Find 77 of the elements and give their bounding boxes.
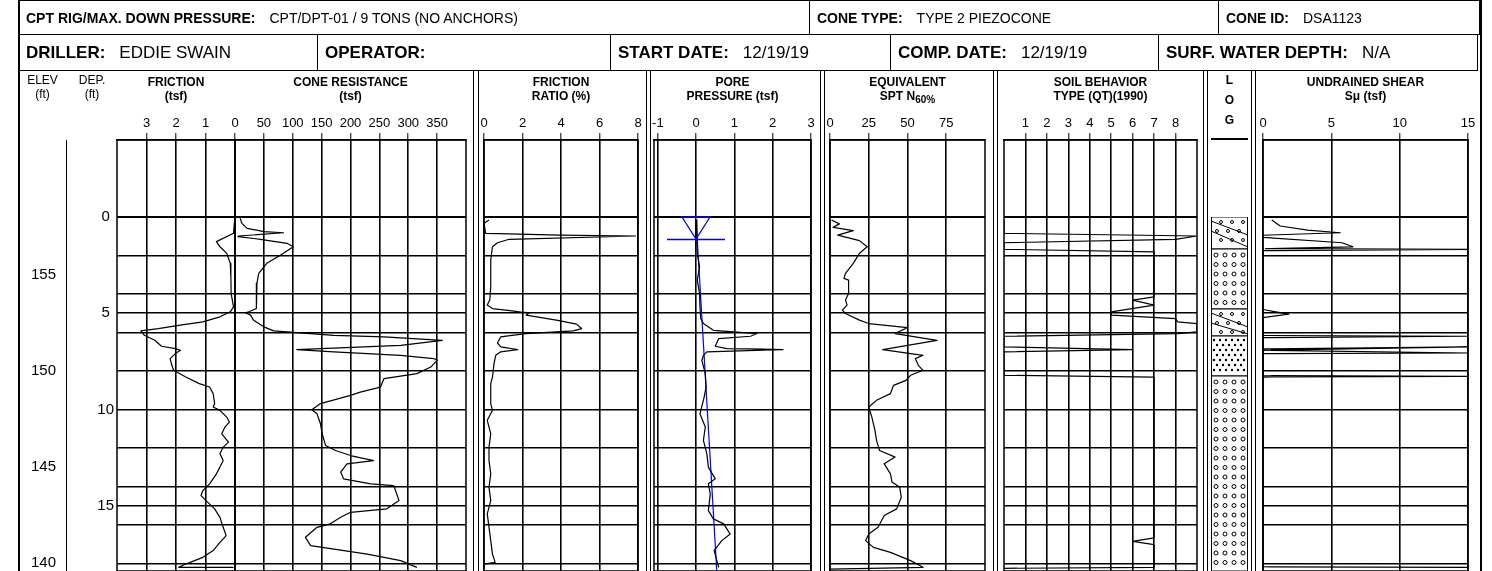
x-tick-label: 15: [1460, 114, 1476, 130]
text: DSA1123: [1303, 9, 1362, 26]
y-tick-label: 15: [97, 495, 114, 513]
x-tick-label: 5: [1107, 114, 1115, 130]
chart-subtitle: (tsf): [163, 89, 189, 103]
x-tick-label: -1: [652, 114, 664, 130]
y2-axis-title: ELEV (ft): [26, 73, 59, 101]
chart-title: EQUIVALENT: [868, 75, 947, 89]
text: TYPE 2 PIEZOCONE: [916, 9, 1052, 26]
chart-subtitle: TYPE (QT)(1990): [1052, 89, 1149, 103]
x-tick-label: 2: [1043, 114, 1051, 130]
x-tick-label: 1: [730, 114, 739, 130]
x-tick-label: 1: [1021, 114, 1030, 130]
x-tick-label: 200: [339, 114, 362, 130]
x-tick-label: 1: [201, 114, 210, 130]
x-tick-label: 25: [861, 114, 876, 130]
x-tick-label: 2: [769, 114, 777, 130]
text: SURF. WATER DEPTH:: [1166, 42, 1348, 63]
x-tick-label: 6: [595, 114, 604, 130]
x-tick-label: 3: [807, 114, 815, 130]
x-tick-label: 10: [1392, 114, 1407, 130]
x-tick-label: 300: [397, 114, 420, 130]
chart-subtitle: Sμ (tsf): [1343, 89, 1388, 103]
y-tick-label: 0: [101, 207, 110, 225]
x-tick-label: 5: [1327, 114, 1335, 130]
x-tick-label: 75: [939, 114, 954, 130]
x-tick-label: 0: [692, 114, 700, 130]
x-tick-label: 2: [518, 114, 527, 130]
text: 12/19/19: [1020, 42, 1088, 63]
chart-title: PORE: [714, 75, 751, 89]
text: 12/19/19: [742, 42, 809, 63]
x-tick-label: 8: [1171, 114, 1180, 130]
x-tick-label: 100: [281, 114, 304, 130]
x-tick-label: 150: [310, 114, 333, 130]
x-tick-label: 3: [142, 114, 151, 130]
x-tick-label: 4: [557, 114, 565, 130]
y2-tick-label: 145: [30, 457, 56, 475]
chart-subtitle: (tsf): [338, 89, 363, 103]
x-tick-label: 7: [1150, 114, 1158, 130]
x-tick-label: 50: [900, 114, 915, 130]
x-tick-label: 0: [231, 114, 239, 130]
text: CONE TYPE:: [817, 9, 903, 26]
x-tick-label: 4: [1086, 114, 1094, 130]
chart-title: UNDRAINED SHEAR: [1305, 75, 1426, 89]
y-tick-label: 5: [101, 303, 110, 321]
x-tick-label: 0: [826, 114, 834, 130]
chart-subtitle: RATIO (%): [530, 89, 592, 103]
x-tick-label: 350: [426, 114, 448, 130]
y2-tick-label: 155: [30, 264, 56, 282]
chart-title: FRICTION: [531, 75, 591, 89]
x-tick-label: 3: [1064, 114, 1072, 130]
text: COMP. DATE:: [898, 42, 1007, 63]
y-axis-title: DEP. (ft): [77, 73, 107, 101]
x-tick-label: 50: [256, 114, 272, 130]
text: DRILLER:: [26, 42, 106, 63]
x-tick-label: 0: [480, 114, 488, 130]
y2-tick-label: 150: [30, 361, 56, 379]
text: LOG: [1223, 72, 1236, 129]
x-tick-label: 0: [1259, 114, 1267, 130]
text: CPT RIG/MAX. DOWN PRESSURE:: [26, 9, 256, 26]
x-tick-label: 6: [1129, 114, 1137, 130]
text: CONE ID:: [1226, 9, 1289, 26]
x-tick-label: 8: [634, 114, 642, 130]
text: OPERATOR:: [325, 42, 426, 63]
text: START DATE:: [618, 42, 729, 63]
y-tick-label: 10: [97, 399, 114, 417]
chart-subtitle: SPT N$_{60%}$: [878, 89, 937, 108]
y2-tick-label: 140: [30, 553, 56, 571]
text: EDDIE SWAIN: [119, 42, 232, 63]
chart-title: CONE RESISTANCE: [292, 75, 409, 89]
chart-title: SOIL BEHAVIOR: [1052, 75, 1149, 89]
text: N/A: [1361, 42, 1391, 63]
x-tick-label: 250: [368, 114, 391, 130]
chart-subtitle: PRESSURE (tsf): [685, 89, 780, 103]
text: CPT/DPT-01 / 9 TONS (NO ANCHORS): [269, 9, 518, 26]
chart-title: FRICTION: [146, 75, 206, 89]
x-tick-label: 2: [172, 114, 180, 130]
